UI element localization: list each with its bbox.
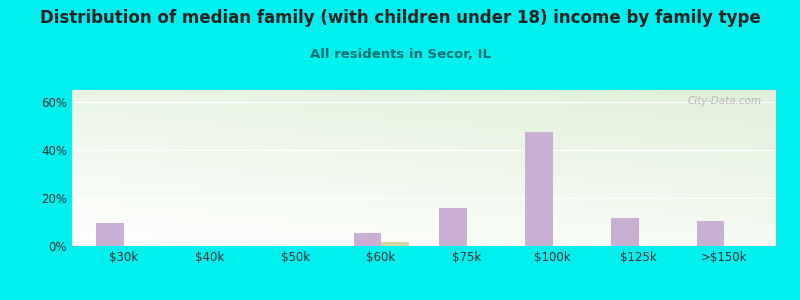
Bar [381, 242, 409, 246]
Text: All residents in Secor, IL: All residents in Secor, IL [310, 48, 490, 61]
Bar [96, 223, 123, 246]
Bar [611, 218, 638, 246]
Text: Distribution of median family (with children under 18) income by family type: Distribution of median family (with chil… [40, 9, 760, 27]
Bar [697, 221, 725, 246]
Bar [354, 233, 381, 246]
Bar [526, 132, 553, 246]
Legend: Married couple, Male, no wife: Married couple, Male, no wife [293, 298, 555, 300]
Bar [439, 208, 467, 246]
Text: City-Data.com: City-Data.com [688, 96, 762, 106]
